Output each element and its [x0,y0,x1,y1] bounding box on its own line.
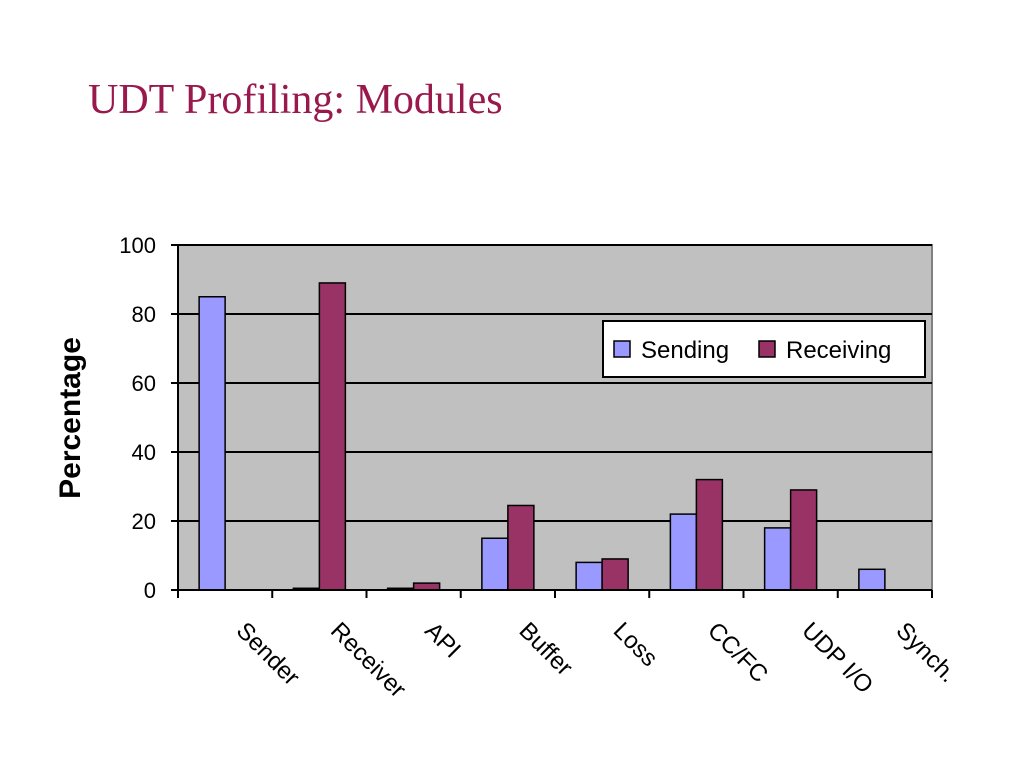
legend-swatch-sending [613,340,631,358]
legend-label-receiving: Receiving [786,337,891,364]
y-axis-title: Percentage [54,337,87,499]
bar-receiving-loss [601,558,629,591]
slide-title: UDT Profiling: Modules [88,77,503,123]
bar-sending-udp-i-o [763,527,792,591]
x-tick-label: UDP I/O [796,617,878,699]
x-tick-label: CC/FC [702,617,773,688]
bar-receiving-cc-fc [695,478,724,591]
bar-sending-buffer [481,537,509,591]
y-tick-label: 20 [132,509,156,534]
y-tick-label: 0 [144,578,156,603]
bar-sending-synch- [858,568,886,591]
bar-receiving-api [412,582,441,591]
bar-sending-cc-fc [669,513,698,591]
bar-receiving-receiver [318,282,347,591]
y-tick-label: 40 [132,440,156,465]
bar-receiving-udp-i-o [789,489,818,591]
bar-sending-sender [198,296,226,591]
bar-sending-loss [575,561,603,591]
x-tick-label: Receiver [325,617,411,703]
y-tick-label: 100 [119,233,156,258]
x-tick-label: Loss [608,617,663,672]
plot-area [177,244,933,591]
x-tick-label: API [419,617,465,663]
x-tick-label: Sender [231,617,305,691]
x-tick-label: Buffer [514,617,578,681]
y-tick-label: 60 [132,371,156,396]
legend-label-sending: Sending [641,337,729,364]
y-tick-label: 80 [132,302,156,327]
bar-receiving-buffer [507,504,535,591]
x-tick-label: Synch. [891,617,962,688]
legend-swatch-receiving [758,340,776,358]
